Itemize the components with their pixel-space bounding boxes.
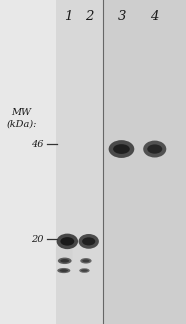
Bar — [0, 0, 56, 324]
Ellipse shape — [60, 259, 69, 262]
Ellipse shape — [113, 144, 130, 154]
Text: 3: 3 — [118, 10, 126, 23]
Ellipse shape — [79, 268, 90, 273]
Bar — [103, 0, 186, 324]
Ellipse shape — [81, 269, 88, 272]
Bar — [56, 0, 103, 324]
Ellipse shape — [80, 258, 92, 264]
Ellipse shape — [58, 258, 72, 264]
Text: 4: 4 — [150, 10, 159, 23]
Ellipse shape — [57, 234, 78, 249]
Text: 2: 2 — [85, 10, 94, 23]
Ellipse shape — [82, 237, 95, 246]
Ellipse shape — [109, 140, 134, 158]
Text: MW
(kDa):: MW (kDa): — [6, 108, 37, 128]
Text: 1: 1 — [64, 10, 72, 23]
Ellipse shape — [143, 141, 166, 157]
Ellipse shape — [60, 269, 68, 272]
FancyBboxPatch shape — [56, 246, 73, 262]
Ellipse shape — [147, 145, 162, 154]
Text: 46: 46 — [31, 140, 44, 149]
Ellipse shape — [57, 268, 70, 273]
Ellipse shape — [78, 234, 99, 249]
Ellipse shape — [82, 259, 90, 262]
Text: 20: 20 — [31, 235, 44, 244]
Ellipse shape — [60, 237, 74, 246]
